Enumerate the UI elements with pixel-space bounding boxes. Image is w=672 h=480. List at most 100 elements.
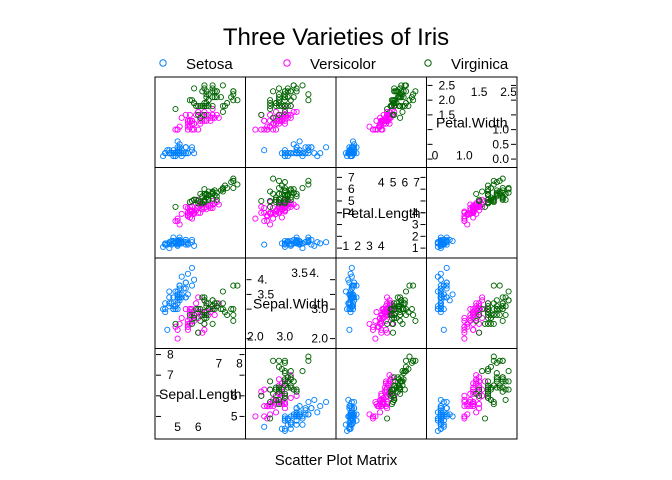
point-versicolor <box>481 378 489 385</box>
point-virginica <box>402 288 410 295</box>
point-setosa <box>293 234 300 241</box>
point-virginica <box>499 294 506 301</box>
point-virginica <box>275 100 283 107</box>
point-virginica <box>391 300 398 307</box>
point-setosa <box>349 291 357 298</box>
point-virginica <box>484 306 492 313</box>
point-versicolor <box>380 120 387 127</box>
point-virginica <box>281 192 288 199</box>
point-setosa <box>346 425 353 432</box>
point-versicolor <box>275 376 283 383</box>
point-virginica <box>275 196 283 203</box>
point-setosa <box>349 282 357 289</box>
point-versicolor <box>374 126 381 133</box>
diagonal-tick-label: 2.0 <box>439 93 456 107</box>
point-setosa <box>317 240 324 247</box>
point-virginica <box>284 196 291 203</box>
diagonal-tick-label: 3.5 <box>258 287 275 301</box>
point-versicolor <box>473 202 480 209</box>
point-setosa <box>287 419 294 426</box>
point-versicolor <box>195 209 202 216</box>
point-setosa <box>305 398 312 406</box>
diagonal-variable-name: Sepal.Width <box>253 295 328 311</box>
point-versicolor <box>272 409 280 416</box>
point-setosa <box>323 239 330 246</box>
point-setosa <box>311 396 318 403</box>
point-setosa <box>344 306 351 313</box>
point-virginica <box>384 320 391 327</box>
point-setosa <box>302 150 309 157</box>
point-versicolor <box>479 196 486 203</box>
diagonal-tick-label: 4 <box>412 206 419 220</box>
point-versicolor <box>384 111 391 118</box>
point-virginica <box>217 306 224 313</box>
point-versicolor <box>374 323 381 330</box>
point-setosa <box>162 150 169 157</box>
point-setosa <box>281 243 288 250</box>
point-setosa <box>446 297 453 304</box>
point-versicolor <box>267 411 274 418</box>
point-versicolor <box>372 317 379 324</box>
point-setosa <box>347 300 354 307</box>
point-virginica <box>490 177 497 184</box>
point-setosa <box>314 409 321 416</box>
point-versicolor <box>258 203 265 210</box>
point-setosa <box>323 398 330 406</box>
point-virginica <box>499 175 506 182</box>
point-versicolor <box>470 311 477 319</box>
point-setosa <box>449 413 456 420</box>
point-virginica <box>399 108 406 115</box>
point-setosa <box>174 150 181 157</box>
point-virginica <box>275 384 283 391</box>
point-virginica <box>496 384 503 391</box>
point-setosa <box>348 407 355 414</box>
point-virginica <box>258 111 265 118</box>
x-axis-label: Scatter Plot Matrix <box>275 452 398 469</box>
point-setosa <box>437 411 444 418</box>
diagonal-tick-label: 4. <box>258 273 268 287</box>
point-setosa <box>188 264 196 271</box>
point-versicolor <box>281 405 288 412</box>
point-versicolor <box>188 208 196 215</box>
point-versicolor <box>476 306 483 313</box>
point-setosa <box>287 150 294 157</box>
point-virginica <box>406 282 413 289</box>
point-virginica <box>230 317 237 324</box>
point-virginica <box>406 97 413 104</box>
point-setosa <box>317 150 324 157</box>
point-setosa <box>437 419 444 426</box>
diagonal-tick-label: 8 <box>236 357 243 371</box>
point-virginica <box>473 317 480 324</box>
point-virginica <box>487 386 494 393</box>
point-setosa <box>437 409 444 416</box>
diagonal-tick-label: 1 <box>343 239 350 253</box>
point-setosa <box>287 421 294 428</box>
point-virginica <box>395 102 402 110</box>
point-setosa <box>293 421 300 428</box>
point-setosa <box>437 245 444 252</box>
point-versicolor <box>293 203 300 210</box>
point-setosa <box>293 413 300 420</box>
point-setosa <box>305 237 312 245</box>
point-virginica <box>496 311 503 319</box>
point-versicolor <box>199 117 206 124</box>
point-virginica <box>484 196 492 203</box>
diagonal-tick-label: 1 <box>412 241 419 255</box>
point-versicolor <box>461 415 468 422</box>
point-setosa <box>174 144 181 151</box>
point-setosa <box>311 150 318 157</box>
point-virginica <box>201 294 208 301</box>
point-virginica <box>287 374 294 381</box>
point-versicolor <box>479 294 486 301</box>
point-virginica <box>287 368 294 375</box>
point-virginica <box>293 388 300 395</box>
point-virginica <box>186 311 193 319</box>
point-virginica <box>490 357 497 364</box>
diagonal-tick-label: 0 <box>432 149 439 163</box>
point-versicolor <box>473 378 480 385</box>
point-virginica <box>267 378 274 385</box>
point-versicolor <box>372 335 379 342</box>
point-versicolor <box>272 108 280 115</box>
point-versicolor <box>195 108 202 115</box>
point-versicolor <box>188 306 196 313</box>
